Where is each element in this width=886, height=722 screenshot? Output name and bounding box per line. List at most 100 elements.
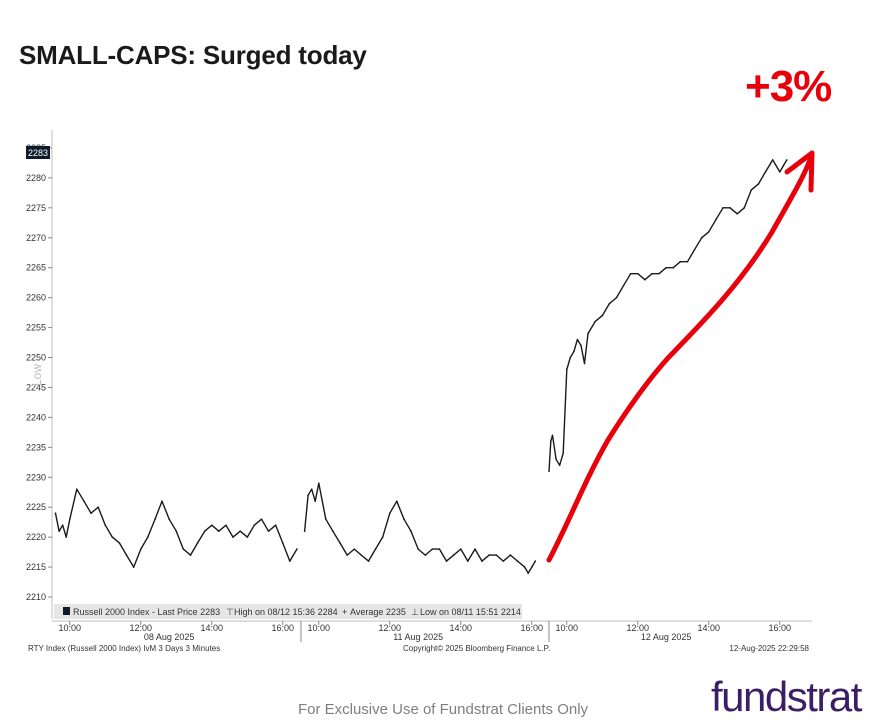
y-tick-label: 2255 xyxy=(26,323,46,333)
x-tick-label: 12:00 xyxy=(129,623,152,633)
series-point xyxy=(83,500,85,503)
series-point xyxy=(389,512,391,514)
series-point xyxy=(104,524,107,526)
series-point xyxy=(481,560,483,562)
chart-copyright: Copyright© 2025 Bloomberg Finance L.P. xyxy=(403,644,550,653)
last-price-tag: 2283 xyxy=(28,148,48,158)
series-point xyxy=(722,207,724,209)
series-point xyxy=(637,272,639,275)
series-point xyxy=(424,554,427,556)
series-point xyxy=(332,530,334,532)
series-point xyxy=(460,548,462,550)
day-label: 12 Aug 2025 xyxy=(641,632,692,642)
x-tick-label: 16:00 xyxy=(520,623,543,633)
series-point xyxy=(651,272,653,275)
y-tick-label: 2225 xyxy=(26,502,46,512)
series-point xyxy=(90,512,92,514)
series-point xyxy=(410,530,412,532)
series-point xyxy=(548,470,550,473)
series-point xyxy=(318,482,320,485)
series-point xyxy=(502,560,505,562)
x-tick-label: 14:00 xyxy=(200,623,223,633)
series-point xyxy=(594,320,596,323)
series-point xyxy=(282,542,284,544)
series-point xyxy=(58,530,60,532)
series-point xyxy=(196,542,199,544)
series-point xyxy=(527,572,529,574)
series-point xyxy=(417,548,420,550)
legend-series: Russell 2000 Index - Last Price 2283 xyxy=(73,607,220,617)
series-line xyxy=(303,482,536,574)
series-point xyxy=(474,548,476,550)
legend-low-marker: ⊥ xyxy=(411,607,419,617)
series-point xyxy=(310,488,313,491)
x-tick-label: 16:00 xyxy=(768,623,791,633)
series-point xyxy=(686,260,689,263)
x-tick-label: 14:00 xyxy=(449,623,472,633)
series-point xyxy=(551,434,554,437)
series-point xyxy=(182,548,185,550)
series-point xyxy=(550,440,552,443)
series-point xyxy=(97,506,99,509)
series-point xyxy=(665,266,667,269)
series-point xyxy=(154,518,156,520)
series-point xyxy=(622,284,625,287)
series-point xyxy=(438,548,441,550)
series-point xyxy=(488,554,491,556)
y-tick-label: 2230 xyxy=(26,472,46,482)
legend-average: Average 2235 xyxy=(350,607,406,617)
series-point xyxy=(729,207,731,209)
series-point xyxy=(555,458,557,461)
series-point xyxy=(467,560,469,562)
series-point xyxy=(225,524,227,526)
y-tick-label: 2250 xyxy=(26,353,46,363)
x-tick-label: 14:00 xyxy=(697,623,720,633)
series-point xyxy=(558,464,561,467)
series-point xyxy=(750,189,753,191)
series-point xyxy=(658,272,660,275)
series-point xyxy=(65,536,67,538)
y-tick-label: 2260 xyxy=(26,293,46,303)
series-point xyxy=(771,159,774,161)
y-tick-label: 2220 xyxy=(26,532,46,542)
series-point xyxy=(693,248,696,251)
series-point xyxy=(367,560,370,562)
series-point xyxy=(189,554,192,556)
chart-timestamp: 12-Aug-2025 22:29:58 xyxy=(729,644,809,653)
series-point xyxy=(211,524,213,526)
series-point xyxy=(61,524,64,526)
y-axis-label: Low xyxy=(30,364,44,386)
legend-background xyxy=(54,604,522,619)
series-point xyxy=(314,500,317,503)
series-point xyxy=(253,524,256,526)
x-tick-label: 12:00 xyxy=(378,623,401,633)
series-point xyxy=(168,518,170,520)
day-labels: 08 Aug 2025 11 Aug 2025 12 Aug 2025 xyxy=(144,632,692,642)
series-point xyxy=(679,260,682,263)
series-point xyxy=(353,548,356,550)
series-point xyxy=(566,368,568,371)
series-point xyxy=(303,530,306,532)
series-point xyxy=(346,554,349,556)
series-point xyxy=(296,548,298,550)
series-point xyxy=(147,536,149,538)
y-tick-label: 2215 xyxy=(26,562,46,572)
series-point xyxy=(431,548,434,550)
series-point xyxy=(76,488,78,491)
series-point xyxy=(267,530,270,532)
series-point xyxy=(644,278,646,281)
series-point xyxy=(523,566,526,568)
series-point xyxy=(764,171,767,173)
percent-change-annotation: +3% xyxy=(745,62,832,111)
y-tick-label: 2240 xyxy=(26,412,46,422)
series-point xyxy=(576,338,579,341)
y-tick-label: 2245 xyxy=(26,382,46,392)
series-point xyxy=(260,518,263,520)
legend-high: High on 08/12 15:36 2284 xyxy=(234,607,338,617)
series-point xyxy=(629,272,632,275)
series-point xyxy=(175,530,178,532)
series-point xyxy=(601,314,604,317)
series-point xyxy=(403,518,405,520)
last-price-tag-box xyxy=(26,146,50,159)
